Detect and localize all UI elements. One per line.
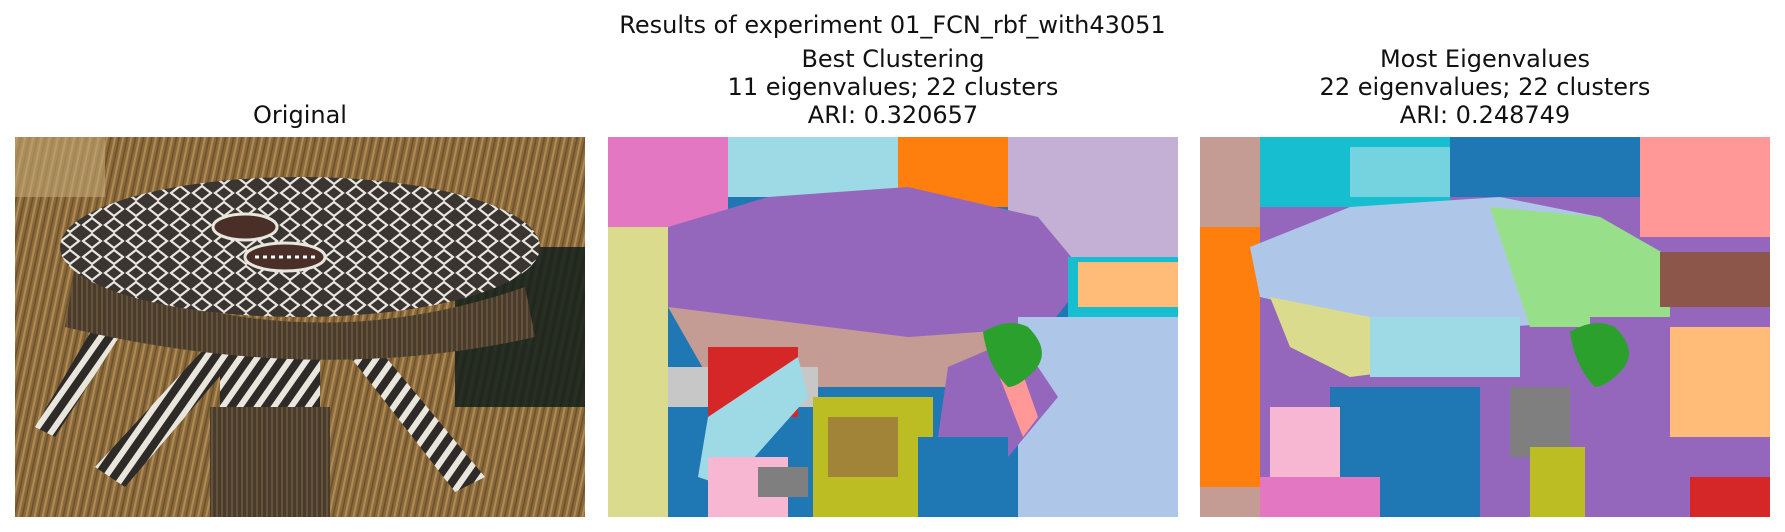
most-eigenvalues-map	[1200, 137, 1770, 517]
title-line: ARI: 0.248749	[1399, 101, 1571, 129]
original-image	[15, 137, 585, 517]
title-line: Most Eigenvalues	[1379, 45, 1591, 73]
title-line: Original	[253, 101, 347, 129]
segmentation-best	[608, 137, 1178, 517]
panel-title-most: Most Eigenvalues 22 eigenvalues; 22 clus…	[1200, 45, 1770, 129]
original-photo	[15, 137, 585, 517]
segmentation-most	[1200, 137, 1770, 517]
title-line: ARI: 0.320657	[807, 101, 979, 129]
best-clustering-map	[608, 137, 1178, 517]
title-line: 22 eigenvalues; 22 clusters	[1319, 73, 1651, 101]
title-line: Best Clustering	[801, 45, 985, 73]
panel-title-best: Best Clustering 11 eigenvalues; 22 clust…	[608, 45, 1178, 129]
panel-title-original: Original	[15, 101, 585, 129]
figure-suptitle: Results of experiment 01_FCN_rbf_with430…	[619, 11, 1166, 39]
title-line: 11 eigenvalues; 22 clusters	[727, 73, 1059, 101]
